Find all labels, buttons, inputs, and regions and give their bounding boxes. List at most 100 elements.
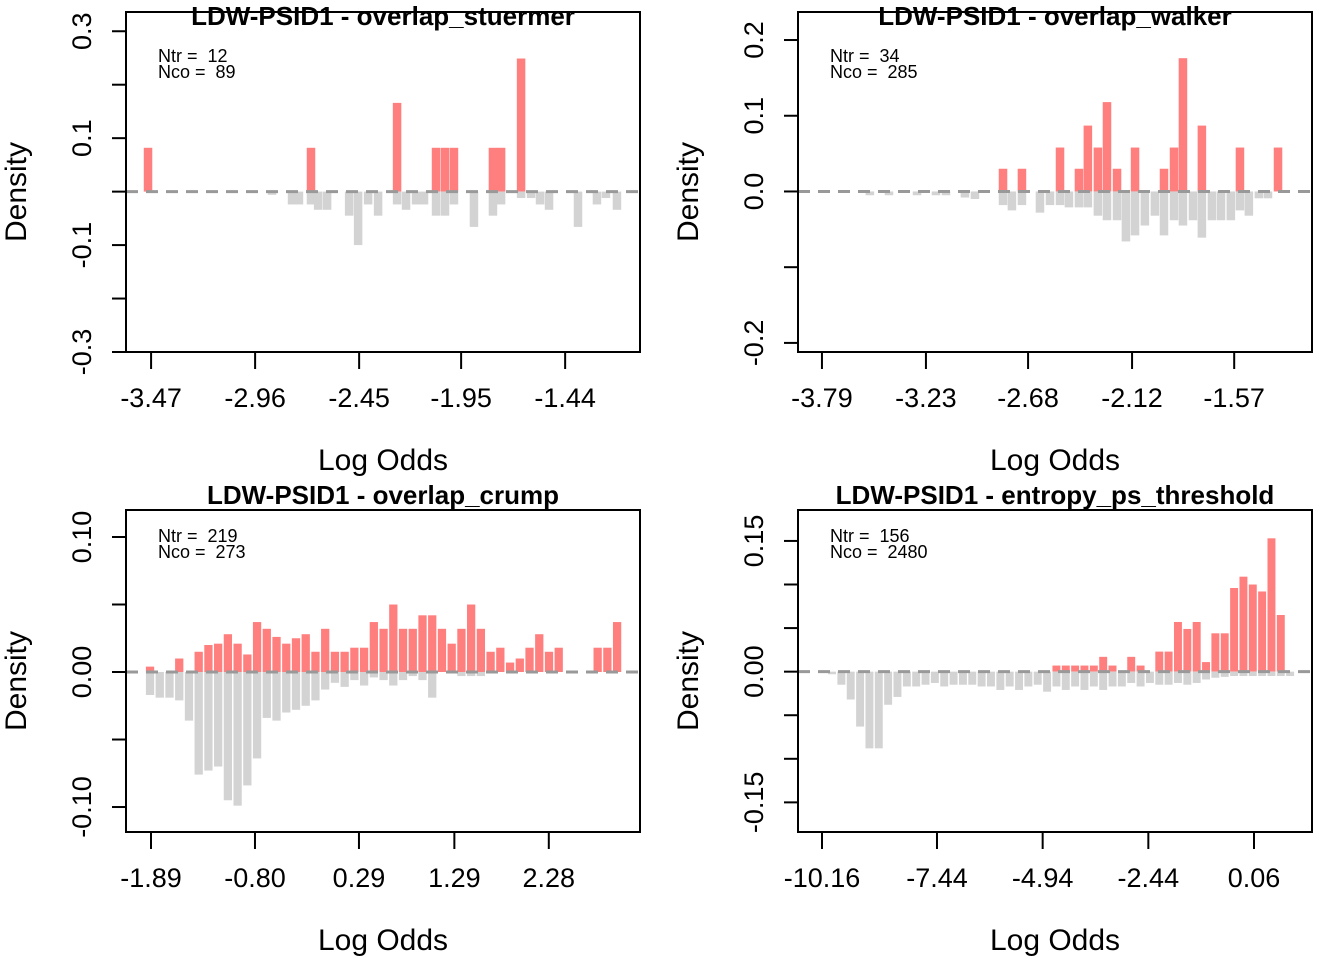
bar [1112,191,1122,221]
bar [252,622,262,673]
bar [369,672,378,678]
bar [1263,191,1273,199]
bar [1052,671,1061,687]
bar [893,671,902,697]
bar [1117,671,1126,687]
bar [340,672,349,687]
x-tick-label: -1.57 [1203,383,1265,413]
bar [930,671,939,683]
y-tick-label: -0.1 [67,222,97,269]
bar [194,651,203,673]
bar [998,168,1008,192]
bar [998,191,1008,206]
bar [306,147,316,192]
x-axis-title: Log Odds [318,444,448,477]
bar [1197,125,1207,192]
bar [1169,191,1179,221]
bar [313,191,323,210]
y-axis-title: Density [672,631,705,731]
bar [1267,671,1276,677]
bar [431,147,441,192]
bar [350,647,359,673]
bar [408,672,417,677]
bar [350,672,359,681]
bar [1173,621,1182,672]
bar [301,672,310,706]
bar [389,672,398,686]
bar [440,147,450,192]
y-tick-label: 0.0 [739,173,769,211]
bar [1080,671,1089,690]
bar [1136,665,1145,672]
bar [294,191,304,205]
bar [1089,671,1098,687]
bar [428,672,437,698]
bar [554,647,563,673]
bar [467,604,476,673]
bar [398,672,408,681]
bar [960,191,970,198]
x-tick-label: -2.68 [997,383,1059,413]
bar [457,672,466,677]
bar [1108,671,1117,687]
x-tick-label: 2.28 [523,863,576,893]
y-axis-title: Density [0,142,33,242]
bar [1055,191,1065,206]
bar [267,191,277,195]
y-tick-label: 0.1 [67,119,97,157]
bar [1061,671,1070,690]
annotation: Ntr = 34 [830,46,900,66]
bar [1248,671,1257,677]
x-tick-label: -3.47 [120,383,182,413]
bar [1211,633,1220,672]
bar [379,672,388,681]
x-axis-title: Log Odds [990,924,1120,957]
bar [373,191,383,216]
y-tick-label: 0.3 [67,12,97,50]
y-axis-title: Density [0,631,33,731]
bar [1127,656,1136,672]
y-tick-label: -0.3 [67,329,97,376]
bar [1159,191,1169,236]
bar [1112,168,1122,192]
bar [165,672,174,698]
bar [204,672,213,771]
bar [1033,671,1042,685]
bar [573,191,583,227]
bar [145,672,155,695]
bar [401,191,411,210]
bar [1035,191,1045,213]
bar [1239,576,1248,672]
bar [612,622,622,673]
bar [505,662,515,673]
x-tick-label: 1.29 [428,863,481,893]
chart-title: LDW-PSID1 - overlap_stuermer [191,1,575,31]
bar [1043,671,1052,692]
bar [1064,191,1074,208]
bar [321,628,330,673]
bar [1273,147,1283,192]
x-tick-label: 0.29 [333,863,386,893]
bar [593,647,602,673]
bar [476,672,486,677]
bar [1164,651,1173,672]
bar [1276,671,1285,677]
bar [1239,671,1248,677]
x-tick-label: -10.16 [784,863,861,893]
bar [1108,665,1117,672]
bar [194,672,203,775]
bar [1093,191,1103,216]
bar [865,671,874,749]
bar [1220,671,1229,677]
bar [828,671,836,675]
bar [321,672,330,690]
bar [233,672,242,806]
bar [262,628,271,673]
bar [419,191,429,205]
bar [431,191,441,216]
bar [931,191,941,196]
bar [1164,671,1173,685]
bar [544,191,554,210]
bar [369,622,378,673]
chart-title: LDW-PSID1 - overlap_crump [207,480,559,510]
